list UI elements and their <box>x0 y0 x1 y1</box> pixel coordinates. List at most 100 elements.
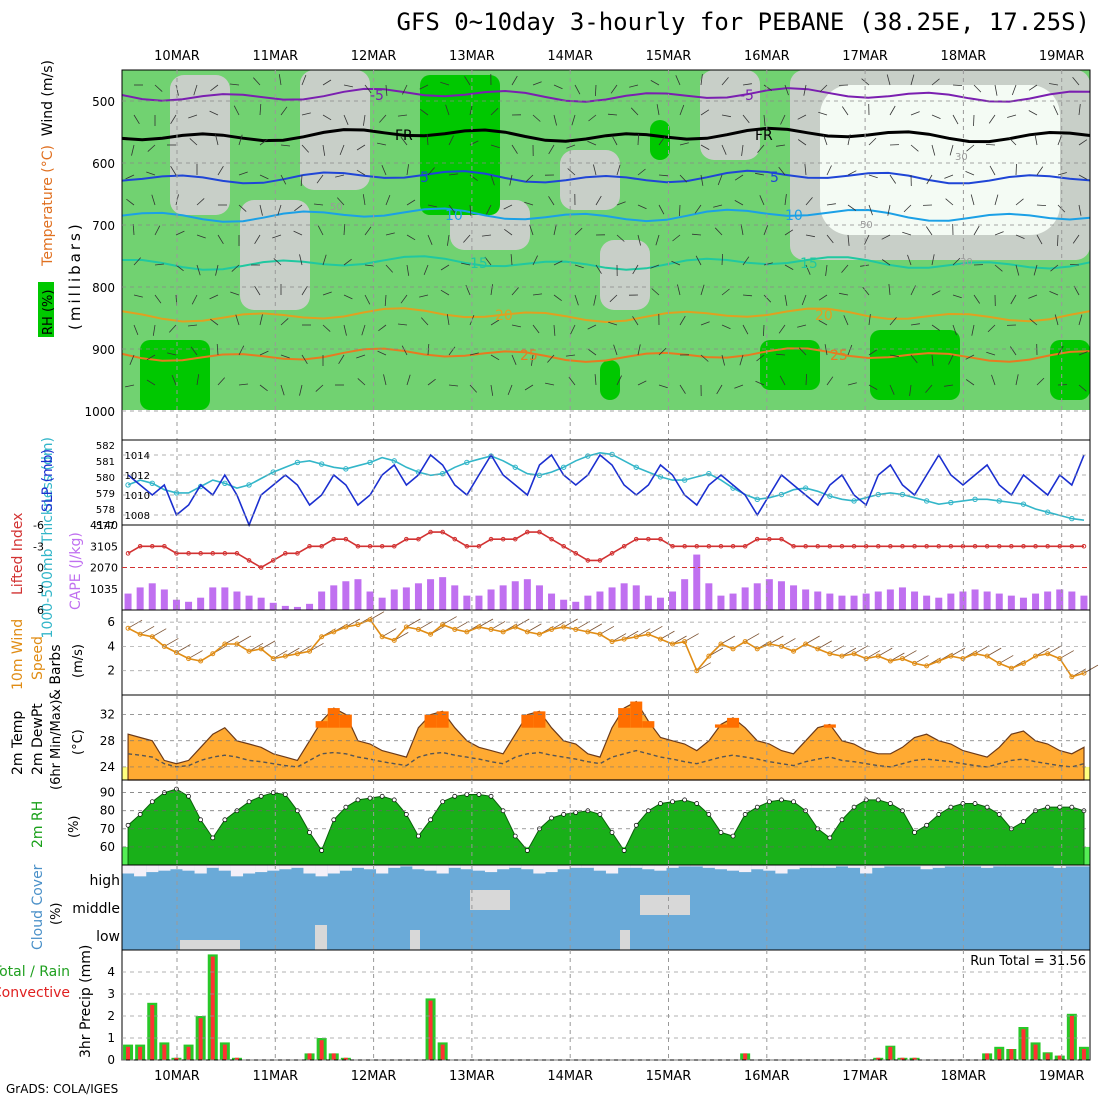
wind-barb <box>651 288 660 296</box>
rh-point <box>645 808 651 814</box>
wind-barb <box>259 174 269 180</box>
wind-barb <box>1078 384 1087 392</box>
rh-point <box>633 822 639 828</box>
lifted-index-point <box>1021 543 1026 549</box>
cape-bar <box>209 587 217 610</box>
cape-bar <box>741 587 749 610</box>
wind-barb <box>532 293 543 296</box>
temp-hot-peak <box>618 708 631 728</box>
lifted-index-point <box>186 551 191 556</box>
wind10-point <box>815 646 821 652</box>
wind-barb <box>316 174 324 184</box>
rh-point <box>307 830 312 835</box>
cape-bar <box>1068 591 1076 610</box>
date-label-top: 19MAR <box>1039 49 1085 64</box>
wind-barb <box>209 294 219 300</box>
wind-barb <box>931 354 934 366</box>
wind10-point <box>1033 653 1039 659</box>
rh-point <box>573 810 579 815</box>
date-label-bottom: 18MAR <box>941 1069 987 1084</box>
wind-barb <box>1008 137 1017 146</box>
wind-barb <box>656 104 660 116</box>
wind-barb <box>400 136 408 146</box>
wind-barb <box>448 384 459 387</box>
cloud-high-gap <box>908 865 921 867</box>
lifted-index-point <box>1045 543 1050 549</box>
thickness-point <box>1069 515 1075 522</box>
rh-point <box>597 812 603 817</box>
wind10-barb <box>139 625 155 635</box>
cape-tick-label: 4140 <box>90 519 118 532</box>
wind-barb <box>637 234 641 246</box>
date-label-bottom: 17MAR <box>842 1069 888 1084</box>
cloud-low-gap <box>315 925 327 950</box>
wind-barb <box>860 264 870 267</box>
precip-conv-bar <box>428 1000 433 1060</box>
p4-label-a: 10m Wind <box>10 619 26 690</box>
wind-barb <box>448 346 456 356</box>
rh-point <box>984 804 990 810</box>
cape-bar <box>172 599 180 610</box>
lifted-index-point <box>1069 543 1075 549</box>
wind-barb <box>994 231 1004 236</box>
cape-tick-label: 1035 <box>90 583 118 596</box>
pressure-tick-label: 700 <box>92 219 115 233</box>
wind-barb <box>154 84 163 92</box>
cloud-high-gap <box>993 865 1006 867</box>
wind-barb <box>679 142 689 146</box>
cloud-high-gap <box>170 865 183 870</box>
wind-barb <box>568 376 576 386</box>
wind-barb <box>755 172 765 176</box>
wind-barb <box>691 233 702 236</box>
wind-barb <box>734 174 744 181</box>
wind-barb <box>655 234 660 246</box>
wind-barb <box>419 84 429 90</box>
wind-barb <box>146 379 156 386</box>
wind-barb <box>824 344 828 356</box>
lifted-index-point <box>815 543 821 549</box>
cape-bar <box>233 591 241 610</box>
slp-tick-label: 1012 <box>125 471 150 482</box>
wind-barb <box>716 384 723 395</box>
wind-barb <box>925 384 933 393</box>
wind-barb <box>679 174 688 183</box>
wind-barb <box>755 380 765 386</box>
wind-barb <box>401 345 408 356</box>
wind-barb <box>847 382 857 386</box>
cloud-high-gap <box>267 865 280 871</box>
precip-tick-label: 3 <box>107 987 115 1001</box>
thickness-tick-label: 577 <box>96 521 115 532</box>
cloud-high-gap <box>630 865 643 868</box>
wind-barb <box>445 104 450 116</box>
wind10-barb <box>1047 645 1062 655</box>
wind10-point <box>258 646 264 652</box>
wind10-barb <box>575 621 590 630</box>
wind-barb <box>254 285 261 296</box>
lifted-index-line <box>127 531 1084 569</box>
rh-moist-patch <box>650 120 670 160</box>
thickness-point <box>1044 509 1051 515</box>
wind-barb <box>385 264 393 273</box>
wind-barb <box>448 135 454 146</box>
rh-point <box>694 801 700 806</box>
wind-barb <box>721 114 731 118</box>
wind-barb <box>216 343 219 356</box>
wind10-point <box>682 639 688 645</box>
cape-bar <box>1044 591 1052 610</box>
wind-barb <box>587 140 597 146</box>
wind-barb <box>948 354 954 365</box>
cloud-high-gap <box>351 865 365 868</box>
wind-barb <box>259 103 262 116</box>
wind-barb <box>377 142 387 146</box>
wind-barb <box>356 144 366 151</box>
wind-barb <box>1009 346 1017 356</box>
cloud-background <box>122 865 1090 950</box>
rh-point <box>1069 804 1075 810</box>
wind10-point <box>549 626 555 632</box>
wind-barb <box>322 79 332 86</box>
wind-barb <box>966 144 975 152</box>
lifted-index-point <box>1081 543 1087 549</box>
rh-point <box>1045 804 1051 810</box>
wind-barb <box>910 111 920 116</box>
wind10-point <box>875 653 881 659</box>
